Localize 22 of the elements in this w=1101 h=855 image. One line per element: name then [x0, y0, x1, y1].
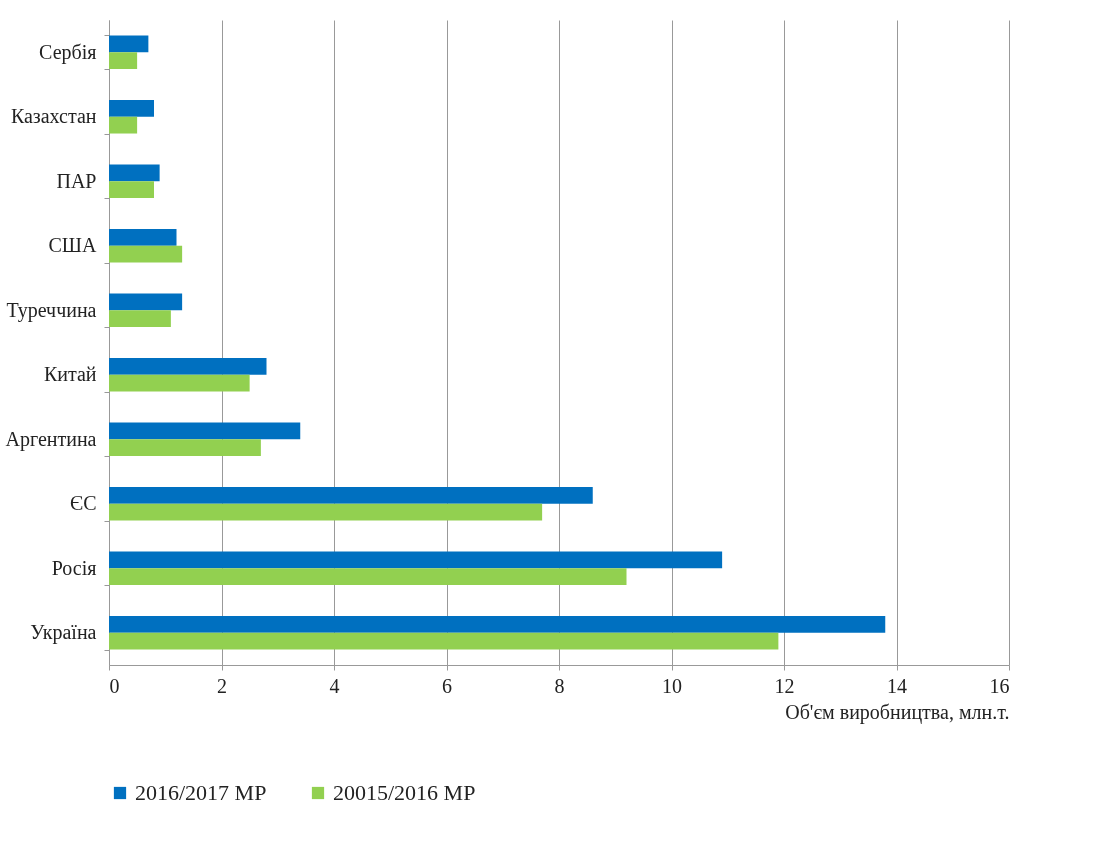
y-tick-label: Казахстан — [10, 105, 97, 128]
legend-label: 20015/2016 МР — [333, 780, 476, 805]
legend-label: 2016/2017 МР — [135, 780, 267, 805]
x-tick-label: 12 — [774, 674, 795, 697]
y-tick-label: Аргентина — [5, 427, 97, 451]
x-tick-label: 0 — [109, 674, 120, 697]
y-tick-label: Росія — [51, 556, 97, 579]
x-axis-title: Об'єм виробництва, млн.т. — [785, 700, 1010, 724]
y-tick-label: США — [48, 234, 98, 257]
x-tick-label: 14 — [887, 674, 907, 697]
y-tick-label: Сербія — [39, 40, 97, 64]
x-tick-label: 16 — [989, 674, 1010, 697]
y-tick-label: Україна — [30, 621, 97, 645]
y-tick-label: Китай — [43, 363, 97, 386]
x-tick-label: 8 — [554, 674, 565, 697]
x-tick-label: 4 — [329, 674, 340, 697]
x-tick-label: 2 — [217, 674, 227, 697]
y-tick-label: ЄС — [69, 492, 97, 515]
x-tick-label: 10 — [662, 674, 682, 697]
y-tick-label: ПАР — [56, 169, 97, 192]
x-tick-label: 6 — [442, 674, 452, 697]
y-tick-label: Туреччина — [6, 298, 97, 322]
